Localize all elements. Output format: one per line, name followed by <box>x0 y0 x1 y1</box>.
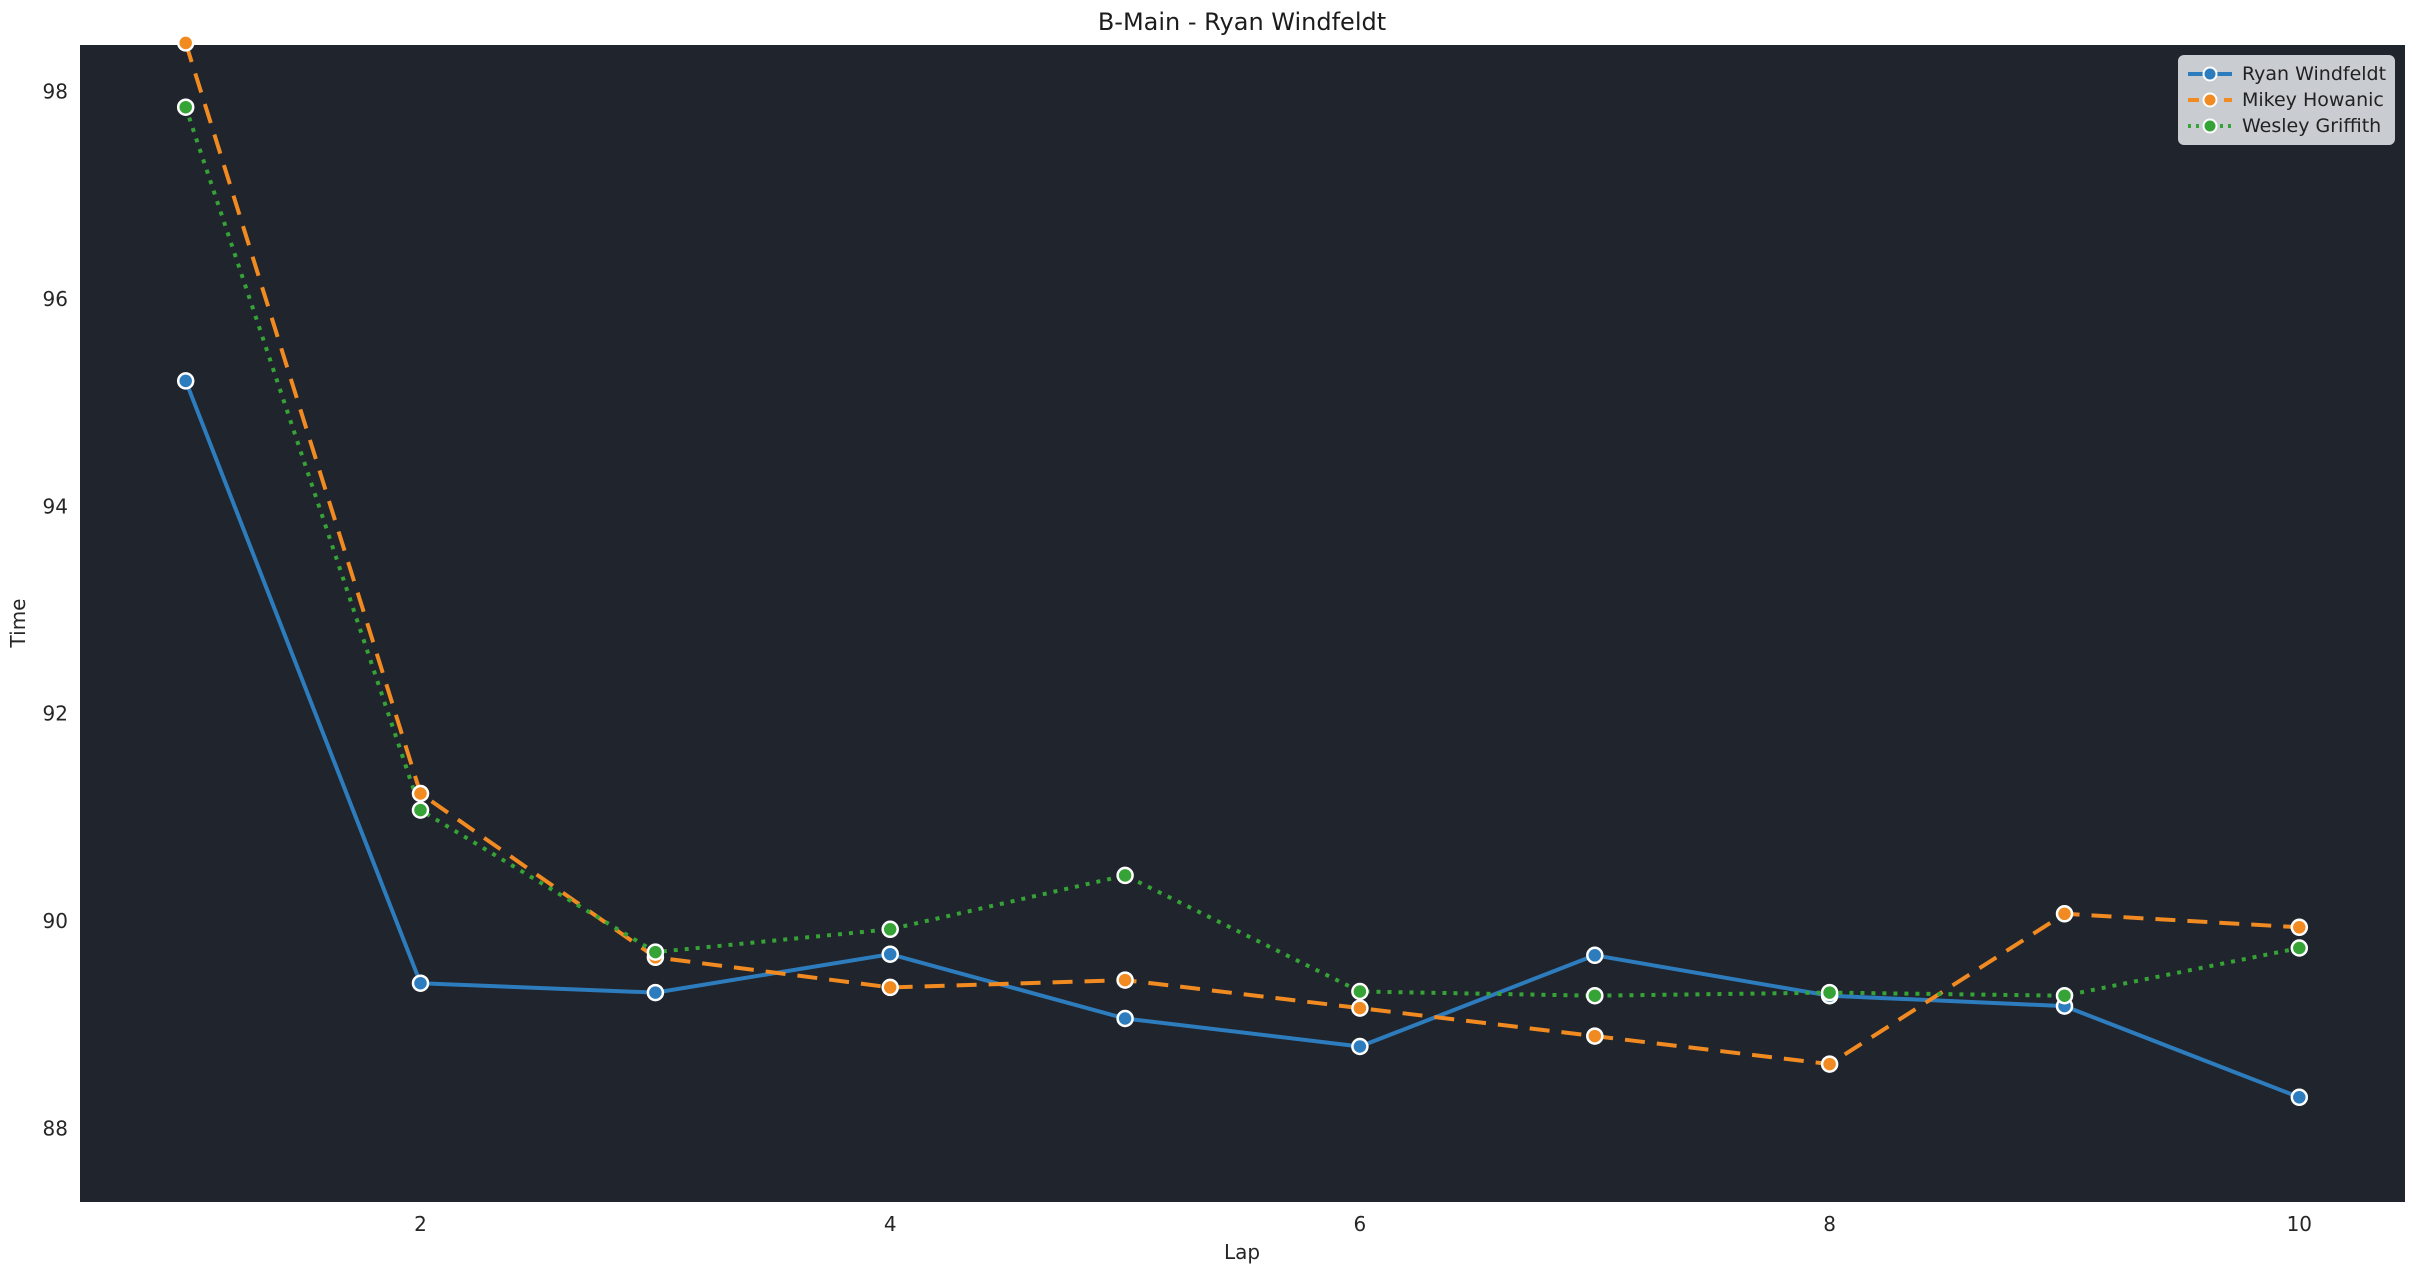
legend-label-wesley-griffith: Wesley Griffith <box>2242 115 2382 137</box>
legend-item-mikey-howanic: Mikey Howanic <box>2187 87 2386 113</box>
data-point-ryan-windfeldt-lap-6 <box>1351 1037 1369 1056</box>
data-point-ryan-windfeldt-lap-10 <box>2290 1088 2309 1107</box>
legend-line-sample-mikey-howanic <box>2188 92 2232 108</box>
y-axis-ticks: 88 90 92 94 96 98 <box>43 80 68 1141</box>
data-point-wesley-griffith-lap-10 <box>2290 939 2309 957</box>
data-point-wesley-griffith-lap-6 <box>1351 982 1369 1001</box>
y-tick-label-88: 88 <box>43 1116 68 1140</box>
x-tick-label-10: 10 <box>2287 1212 2312 1236</box>
x-tick-label-4: 4 <box>884 1212 897 1236</box>
data-point-wesley-griffith-lap-9 <box>2055 986 2074 1005</box>
data-point-mikey-howanic-lap-5 <box>1116 971 1134 989</box>
x-tick-label-6: 6 <box>1354 1212 1367 1236</box>
data-point-ryan-windfeldt-lap-3 <box>646 983 665 1002</box>
legend-item-wesley-griffith: Wesley Griffith <box>2187 113 2386 139</box>
data-point-mikey-howanic-lap-4 <box>881 978 899 997</box>
data-point-ryan-windfeldt-lap-4 <box>881 945 899 963</box>
y-tick-label-98: 98 <box>43 80 68 104</box>
data-point-ryan-windfeldt-lap-5 <box>1116 1009 1134 1028</box>
data-point-ryan-windfeldt-lap-2 <box>411 974 430 992</box>
y-tick-label-94: 94 <box>43 494 68 518</box>
legend-marker-mikey-howanic <box>2202 92 2218 108</box>
data-point-ryan-windfeldt-lap-7 <box>1586 946 1604 965</box>
legend-marker-wesley-griffith <box>2202 118 2218 134</box>
data-point-wesley-griffith-lap-3 <box>646 943 665 961</box>
legend-label-ryan-windfeldt: Ryan Windfeldt <box>2242 63 2387 85</box>
legend-marker-ryan-windfeldt <box>2202 66 2218 82</box>
y-axis-label: Time <box>6 599 30 649</box>
legend-label-mikey-howanic: Mikey Howanic <box>2242 89 2384 111</box>
legend-line-sample-wesley-griffith <box>2188 118 2232 134</box>
series-lines <box>183 42 2301 1100</box>
data-point-wesley-griffith-lap-8 <box>1820 983 1839 1002</box>
series-line-ryan-windfeldt <box>183 380 2301 1100</box>
data-point-mikey-howanic-lap-1 <box>176 34 195 52</box>
y-tick-label-92: 92 <box>43 702 68 726</box>
y-tick-label-96: 96 <box>43 287 68 311</box>
data-point-mikey-howanic-lap-10 <box>2290 918 2309 937</box>
series-line-mikey-howanic <box>183 42 2300 1067</box>
data-point-wesley-griffith-lap-5 <box>1116 866 1134 885</box>
x-axis-ticks: 2 4 6 8 10 <box>414 1212 2312 1236</box>
data-point-ryan-windfeldt-lap-1 <box>176 372 195 390</box>
legend-line-sample-ryan-windfeldt <box>2188 66 2232 82</box>
data-point-mikey-howanic-lap-7 <box>1586 1027 1604 1045</box>
series-markers <box>176 34 2309 1107</box>
data-point-wesley-griffith-lap-7 <box>1586 986 1604 1005</box>
x-tick-label-8: 8 <box>1823 1212 1836 1236</box>
data-point-wesley-griffith-lap-4 <box>881 920 899 939</box>
x-axis-label: Lap <box>1224 1240 1260 1264</box>
legend: Ryan Windfeldt Mikey Howanic Wesley Griffi… <box>2178 55 2395 145</box>
plot-background <box>80 45 2405 1202</box>
data-point-wesley-griffith-lap-2 <box>411 801 430 819</box>
data-point-mikey-howanic-lap-9 <box>2055 905 2074 923</box>
data-point-wesley-griffith-lap-1 <box>176 98 195 116</box>
data-point-mikey-howanic-lap-6 <box>1351 999 1369 1017</box>
x-tick-label-2: 2 <box>414 1212 427 1236</box>
data-point-mikey-howanic-lap-2 <box>411 784 430 803</box>
legend-item-ryan-windfeldt: Ryan Windfeldt <box>2187 61 2386 87</box>
y-tick-label-90: 90 <box>43 909 68 933</box>
data-point-mikey-howanic-lap-8 <box>1820 1055 1839 1073</box>
chart-title: B-Main - Ryan Windfeldt <box>1098 8 1386 36</box>
